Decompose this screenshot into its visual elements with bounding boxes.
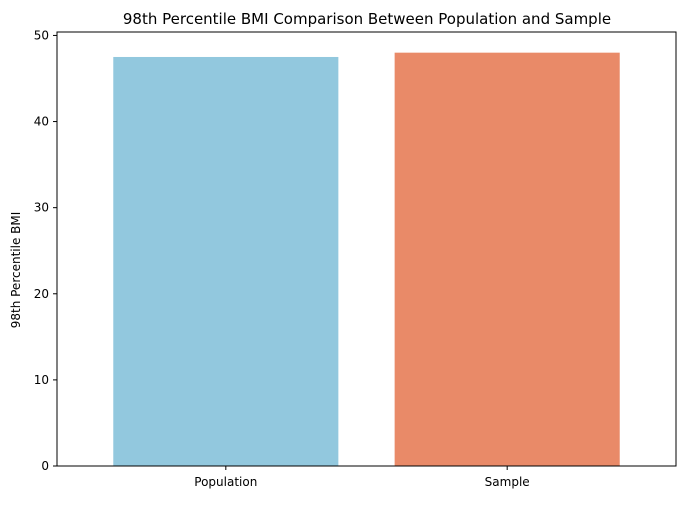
x-tick-label: Sample	[485, 475, 530, 489]
y-tick-label: 0	[41, 459, 49, 473]
y-tick-label: 10	[34, 373, 49, 387]
y-tick-label: 20	[34, 287, 49, 301]
bar-sample	[394, 52, 620, 467]
y-tick-label: 50	[34, 28, 49, 42]
y-tick-label: 40	[34, 115, 49, 129]
x-tick-label: Population	[194, 475, 257, 489]
y-axis-ticks: 0 10 20 30 40 50	[34, 28, 57, 473]
bars-layer	[113, 52, 620, 467]
chart-title: 98th Percentile BMI Comparison Between P…	[123, 10, 611, 28]
x-axis-ticks: Population Sample	[194, 466, 530, 489]
y-axis-label: 98th Percentile BMI	[9, 212, 23, 329]
y-tick-label: 30	[34, 201, 49, 215]
bar-population	[113, 56, 339, 466]
plot-frame	[56, 31, 677, 467]
